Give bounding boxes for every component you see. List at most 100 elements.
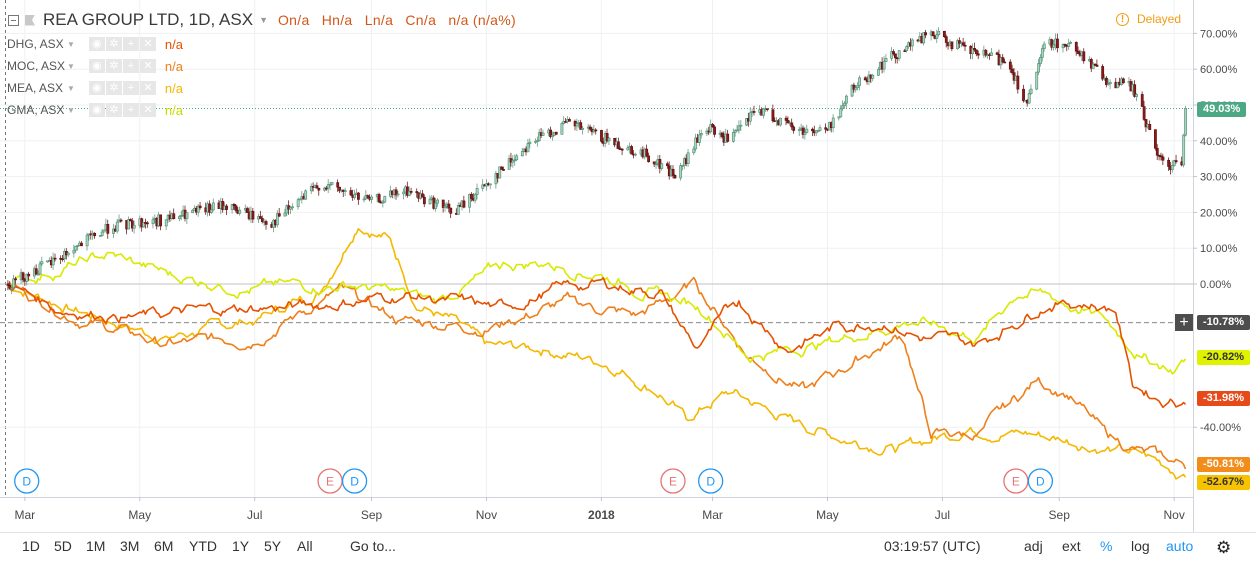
candle-body — [473, 194, 477, 201]
legend-row-dhg[interactable]: DHG, ASX ▼ ◉ ✲ + ✕ n/a — [7, 36, 183, 52]
candle-body — [1067, 42, 1071, 47]
chevron-down-icon[interactable]: ▼ — [67, 105, 75, 115]
event-letter: E — [669, 475, 677, 489]
legend-name: MEA, ASX — [7, 81, 64, 95]
plus-icon[interactable]: + — [122, 103, 139, 117]
x-tick-label: Nov — [1163, 508, 1184, 522]
candle-body — [383, 196, 387, 203]
go-to-date-button[interactable]: Go to... — [350, 538, 396, 554]
delayed-indicator[interactable]: ! Delayed — [1116, 12, 1181, 26]
add-alert-plus-icon[interactable]: + — [1175, 314, 1193, 331]
flag-icon[interactable] — [25, 14, 35, 26]
range-5y-button[interactable]: 5Y — [264, 538, 282, 554]
candle-body — [797, 129, 801, 131]
legend-row-moc[interactable]: MOC, ASX ▼ ◉ ✲ + ✕ n/a — [7, 58, 183, 74]
candle-body — [528, 141, 532, 144]
close-icon[interactable]: ✕ — [139, 59, 156, 73]
range-1d-button[interactable]: 1D — [22, 538, 40, 554]
legend-row-gma[interactable]: GMA, ASX ▼ ◉ ✲ + ✕ n/a — [7, 102, 183, 118]
candle-body — [196, 205, 200, 213]
candle-body — [937, 30, 941, 35]
log-scale-toggle[interactable]: log — [1131, 538, 1150, 554]
close-icon[interactable]: ✕ — [139, 37, 156, 51]
candle-body — [349, 190, 353, 196]
candle-body — [765, 108, 769, 110]
close-icon[interactable]: ✕ — [139, 103, 156, 117]
gear-icon[interactable]: ✲ — [105, 103, 122, 117]
candle-body — [745, 118, 748, 126]
rea-candles — [6, 27, 1187, 294]
candle-body — [74, 245, 78, 251]
range-ytd-button[interactable]: YTD — [189, 538, 217, 554]
event-circle — [660, 468, 686, 494]
candle-body — [1001, 57, 1005, 63]
candle-body — [381, 201, 385, 204]
plus-icon[interactable]: + — [122, 59, 139, 73]
gear-icon[interactable]: ⚙ — [1216, 538, 1232, 557]
dividend-event-marker: D — [341, 468, 368, 494]
ext-toggle[interactable]: ext — [1062, 538, 1081, 554]
chart-header: REA GROUP LTD, 1D, ASX ▼ On/a Hn/a Ln/a … — [0, 0, 1195, 40]
legend-name: DHG, ASX — [7, 37, 64, 51]
candle-body — [1142, 106, 1146, 120]
adj-toggle[interactable]: adj — [1024, 538, 1043, 554]
eye-icon[interactable]: ◉ — [88, 103, 105, 117]
symbol-title[interactable]: REA GROUP LTD, 1D, ASX — [43, 10, 254, 29]
delayed-label: Delayed — [1137, 12, 1182, 26]
dividend-event-marker: D — [698, 468, 724, 494]
candle-body — [25, 273, 29, 282]
eye-icon[interactable]: ◉ — [88, 81, 105, 95]
chevron-down-icon[interactable]: ▼ — [67, 83, 75, 93]
range-3m-button[interactable]: 3M — [120, 538, 140, 554]
gear-icon[interactable]: ✲ — [105, 37, 122, 51]
x-tick-label: Nov — [476, 508, 497, 522]
range-all-button[interactable]: All — [297, 538, 313, 554]
candle-body — [309, 186, 313, 192]
close-icon[interactable]: ✕ — [139, 81, 156, 95]
eye-icon[interactable]: ◉ — [88, 37, 105, 51]
plus-icon[interactable]: + — [122, 81, 139, 95]
gear-icon[interactable]: ✲ — [105, 81, 122, 95]
range-6m-button[interactable]: 6M — [154, 538, 174, 554]
candle-body — [468, 194, 471, 208]
dividend-event-marker: D — [14, 468, 40, 494]
auto-scale-toggle[interactable]: auto — [1166, 538, 1194, 554]
candle-body — [93, 232, 97, 237]
candle-body — [462, 200, 466, 208]
candle-body — [178, 216, 181, 220]
candle-body — [1140, 94, 1144, 107]
candle-body — [526, 143, 530, 153]
legend-row-mea[interactable]: MEA, ASX ▼ ◉ ✲ + ✕ n/a — [7, 80, 183, 96]
range-1y-button[interactable]: 1Y — [232, 538, 250, 554]
chevron-down-icon[interactable]: ▼ — [67, 39, 75, 49]
eye-icon[interactable]: ◉ — [88, 59, 105, 73]
candle-body — [673, 175, 677, 179]
candle-body — [890, 51, 894, 59]
candle-body — [102, 229, 106, 233]
percent-scale-toggle[interactable]: % — [1100, 538, 1113, 554]
candle-body — [362, 198, 366, 201]
candle-body — [511, 160, 515, 163]
candle-body — [1076, 50, 1080, 54]
earnings-event-marker: E — [317, 468, 343, 494]
range-5d-button[interactable]: 5D — [54, 538, 72, 554]
collapse-icon[interactable] — [8, 14, 19, 26]
clock-timezone[interactable]: 03:19:57 (UTC) — [884, 538, 981, 554]
candle-body — [515, 155, 519, 161]
candle-body — [1029, 88, 1033, 94]
candle-body — [100, 231, 104, 236]
candle-body — [498, 166, 502, 179]
candle-body — [752, 111, 756, 113]
candle-body — [221, 201, 225, 211]
candle-body — [903, 50, 907, 52]
candle-body — [581, 127, 585, 130]
plus-icon[interactable]: + — [122, 37, 139, 51]
gear-icon[interactable]: ✲ — [105, 59, 122, 73]
candle-body — [415, 191, 419, 194]
price-chart[interactable]: 70.00%60.00%50.00%40.00%30.00%20.00%10.0… — [0, 0, 1256, 532]
event-letter: D — [706, 475, 715, 489]
chevron-down-icon[interactable]: ▼ — [67, 61, 75, 71]
range-1m-button[interactable]: 1M — [86, 538, 106, 554]
chevron-down-icon[interactable]: ▼ — [259, 15, 268, 25]
